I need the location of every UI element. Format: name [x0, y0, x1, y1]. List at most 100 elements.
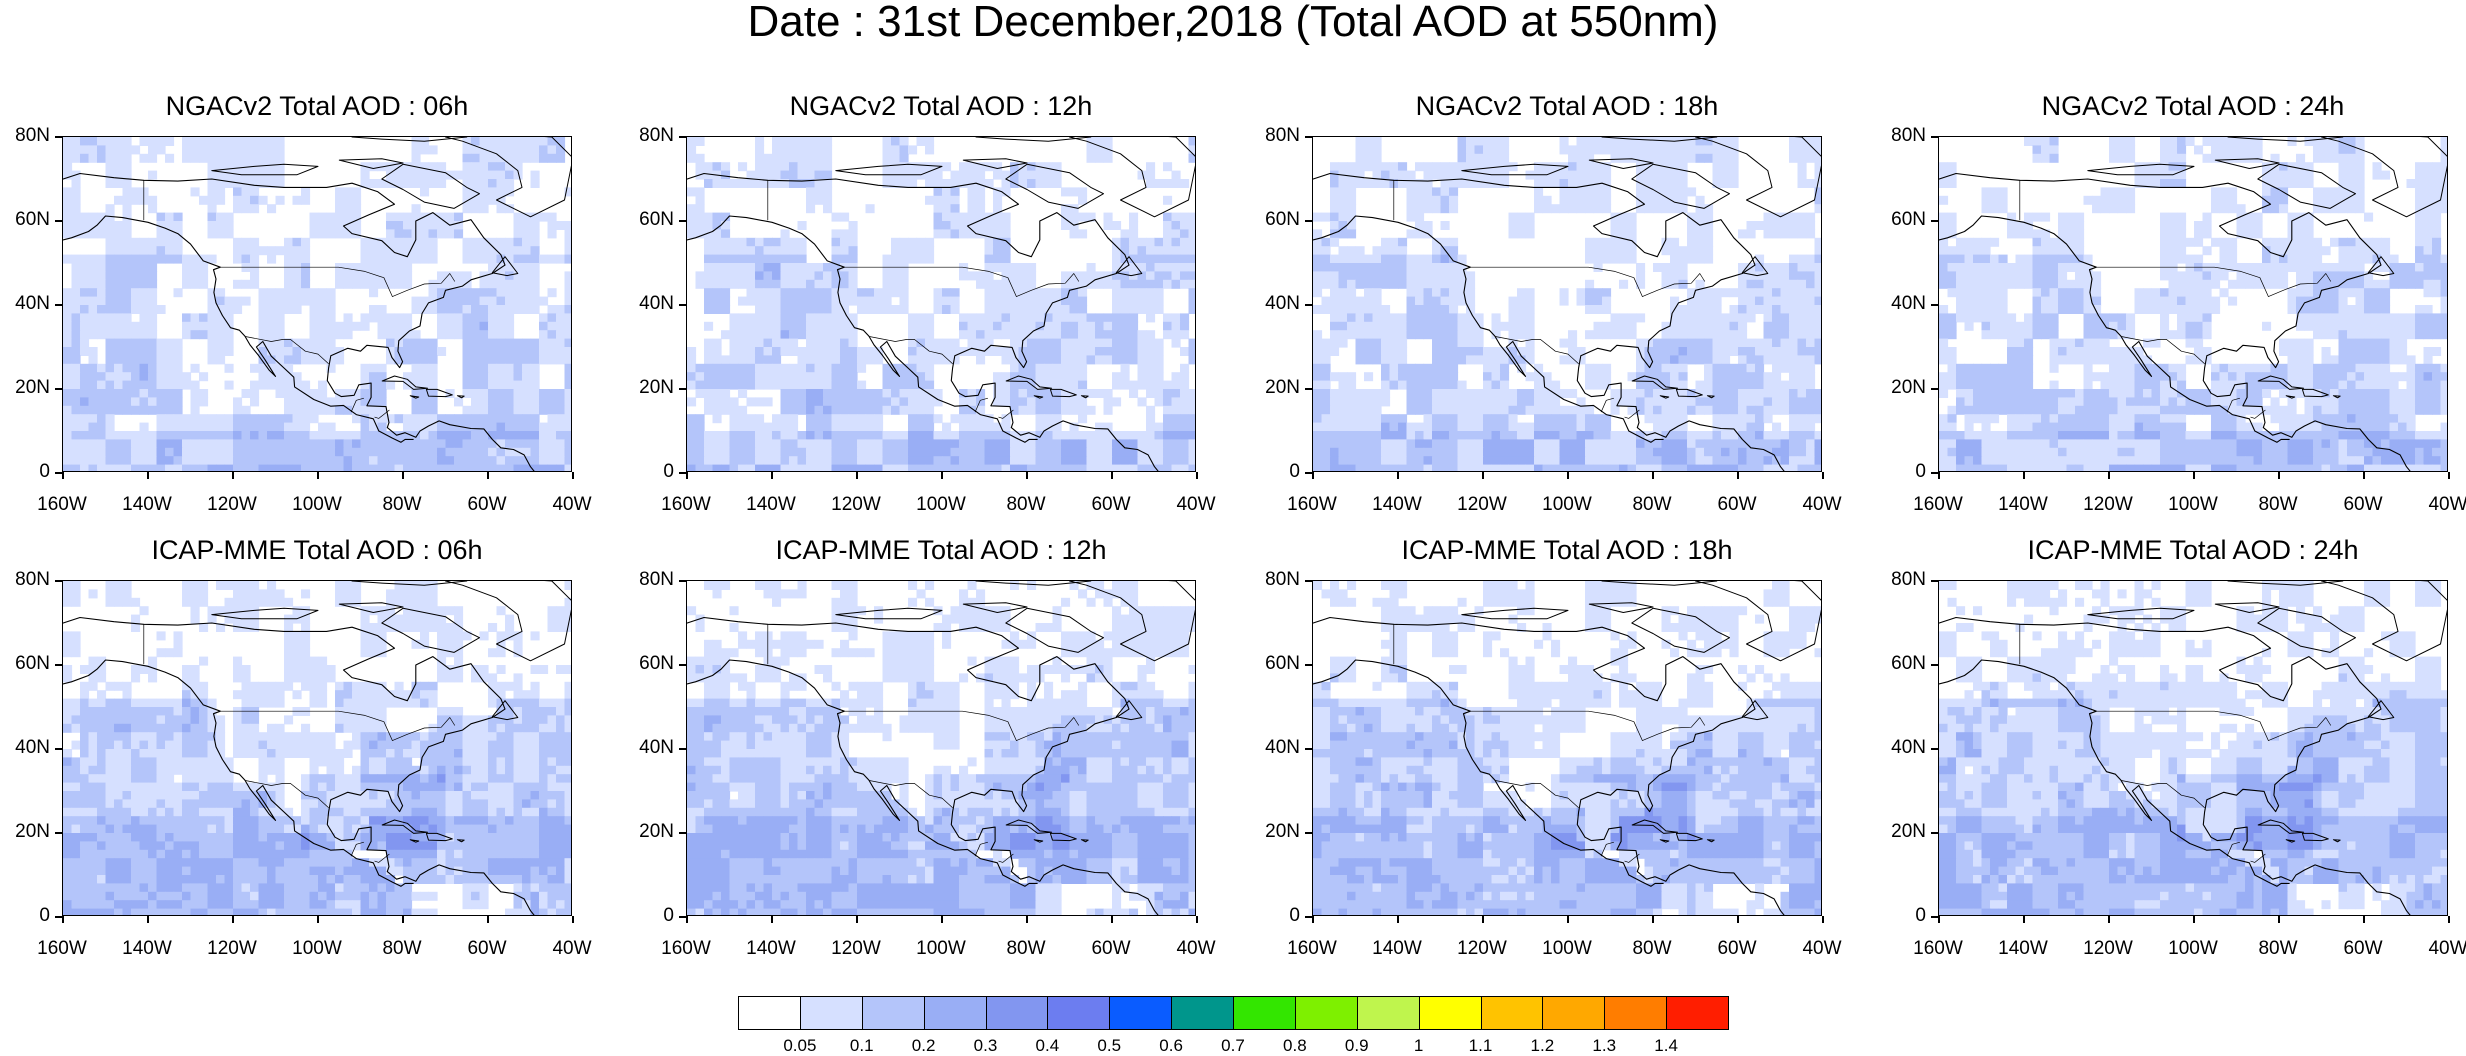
colorbar-label: 1.1	[1468, 1036, 1493, 1055]
lon-tick-label: 100W	[1542, 938, 1592, 959]
lon-tick-label: 40W	[1176, 494, 1216, 515]
lon-tick-label: 100W	[916, 938, 966, 959]
lat-tick-label: 40N	[639, 737, 674, 758]
colorbar-label: 0.4	[1035, 1036, 1060, 1055]
lon-tick-label: 160W	[37, 938, 87, 959]
lon-tick-label: 40W	[1176, 938, 1216, 959]
colorbar-swatch	[1604, 996, 1668, 1030]
colorbar-swatch	[799, 996, 863, 1030]
lon-tick-label: 80W	[2258, 938, 2298, 959]
lon-tick-label: 40W	[552, 938, 592, 959]
lon-tick-label: 160W	[37, 494, 87, 515]
lon-tick-label: 120W	[2083, 494, 2133, 515]
aod-field	[63, 581, 571, 915]
lat-tick-label: 80N	[15, 125, 50, 146]
aod-map-icap-mme-06h	[62, 580, 572, 916]
lon-tick-label: 140W	[1998, 938, 2048, 959]
lon-tick-label: 60W	[1091, 938, 1131, 959]
lat-tick-label: 0	[663, 461, 674, 482]
lon-tick-label: 160W	[1287, 938, 1337, 959]
lat-tick-label: 20N	[1265, 377, 1300, 398]
colorbar-swatch	[1109, 996, 1173, 1030]
lat-tick-label: 60N	[15, 653, 50, 674]
panel-title: NGACv2 Total AOD : 06h	[165, 91, 469, 121]
lat-tick-label: 60N	[1891, 653, 1926, 674]
colorbar-label: 1.2	[1530, 1036, 1555, 1055]
lon-tick-label: 60W	[1091, 494, 1131, 515]
lat-tick-label: 80N	[1891, 125, 1926, 146]
lon-tick-label: 100W	[2168, 938, 2218, 959]
aod-field	[1939, 581, 2447, 915]
lon-tick-label: 100W	[2168, 494, 2218, 515]
lon-tick-label: 60W	[2343, 494, 2383, 515]
colorbar-label: 1.4	[1654, 1036, 1678, 1055]
colorbar-label: 0.7	[1221, 1036, 1245, 1055]
colorbar-swatch	[1356, 996, 1420, 1030]
lon-tick-label: 80W	[1632, 938, 1672, 959]
lon-tick-label: 40W	[2428, 494, 2466, 515]
colorbar-label: 0.6	[1159, 1036, 1183, 1055]
lon-tick-label: 80W	[382, 938, 422, 959]
aod-field	[63, 137, 571, 471]
colorbar-swatch	[1233, 996, 1296, 1030]
lon-tick-label: 120W	[831, 494, 881, 515]
lon-tick-label: 40W	[1802, 938, 1842, 959]
colorbar-swatch	[738, 996, 801, 1030]
lat-tick-label: 80N	[639, 569, 674, 590]
colorbar-swatch	[1171, 996, 1234, 1030]
lat-tick-label: 60N	[1891, 209, 1926, 230]
lon-tick-label: 80W	[2258, 494, 2298, 515]
lon-tick-label: 80W	[382, 494, 422, 515]
aod-field	[1939, 137, 2447, 471]
aod-map-ngacv2-24h	[1938, 136, 2448, 472]
lon-tick-label: 80W	[1006, 494, 1046, 515]
lat-tick-label: 20N	[639, 821, 674, 842]
lon-tick-label: 120W	[1457, 494, 1507, 515]
lat-tick-label: 20N	[15, 377, 50, 398]
lat-tick-label: 0	[663, 905, 674, 926]
lon-tick-label: 100W	[292, 494, 342, 515]
colorbar-swatch	[985, 996, 1049, 1030]
lat-tick-label: 80N	[1265, 125, 1300, 146]
aod-field	[1313, 137, 1821, 471]
lon-tick-label: 60W	[1717, 494, 1757, 515]
lat-tick-label: 0	[1915, 461, 1926, 482]
aod-map-ngacv2-12h	[686, 136, 1196, 472]
colorbar-label: 1.3	[1592, 1036, 1617, 1055]
lon-tick-label: 160W	[661, 494, 711, 515]
aod-map-icap-mme-24h	[1938, 580, 2448, 916]
colorbar-swatch	[1047, 996, 1111, 1030]
colorbar-label: 0.8	[1283, 1036, 1307, 1055]
lon-tick-label: 140W	[122, 938, 172, 959]
lat-tick-label: 40N	[1891, 293, 1926, 314]
panel-title: NGACv2 Total AOD : 12h	[789, 91, 1093, 121]
lon-tick-label: 140W	[746, 938, 796, 959]
colorbar-label: 0.5	[1097, 1036, 1122, 1055]
colorbar-swatch	[1294, 996, 1358, 1030]
colorbar-label: 0.05	[783, 1036, 817, 1055]
lon-tick-label: 60W	[2343, 938, 2383, 959]
colorbar-label: 0.9	[1344, 1036, 1369, 1055]
lat-tick-label: 0	[39, 461, 50, 482]
lat-tick-label: 20N	[1265, 821, 1300, 842]
colorbar-swatch	[1480, 996, 1544, 1030]
lon-tick-label: 40W	[1802, 494, 1842, 515]
lat-tick-label: 20N	[1891, 821, 1926, 842]
lat-tick-label: 60N	[639, 209, 674, 230]
aod-map-ngacv2-18h	[1312, 136, 1822, 472]
panel-title: ICAP-MME Total AOD : 18h	[1401, 535, 1733, 565]
lat-tick-label: 40N	[15, 293, 50, 314]
lon-tick-label: 60W	[467, 938, 507, 959]
lon-tick-label: 140W	[122, 494, 172, 515]
lat-tick-label: 40N	[639, 293, 674, 314]
lon-tick-label: 120W	[1457, 938, 1507, 959]
aod-field	[1313, 581, 1821, 915]
colorbar-swatch	[1542, 996, 1606, 1030]
panel-title: NGACv2 Total AOD : 24h	[2041, 91, 2345, 121]
colorbar-swatch	[1418, 996, 1482, 1030]
page-title: Date : 31st December,2018 (Total AOD at …	[747, 0, 1719, 46]
lon-tick-label: 120W	[207, 494, 257, 515]
lat-tick-label: 80N	[1265, 569, 1300, 590]
lon-tick-label: 100W	[1542, 494, 1592, 515]
lat-tick-label: 60N	[1265, 653, 1300, 674]
